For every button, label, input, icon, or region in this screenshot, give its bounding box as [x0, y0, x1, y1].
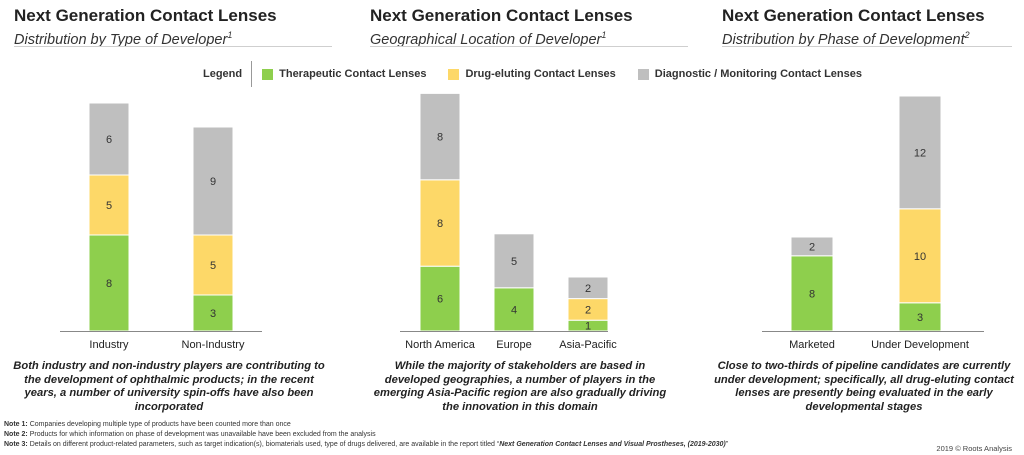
category-label: Europe [496, 339, 531, 351]
bar-segment-diagnostic [493, 233, 535, 289]
data-label: 6 [437, 294, 443, 306]
data-label: 5 [106, 200, 112, 212]
data-label: 1 [585, 321, 591, 333]
footnote-3: Note 3: Details on different product-rel… [4, 440, 728, 450]
bar-segment-diagnostic [567, 276, 609, 300]
panel-1-subtitle-text: Distribution by Type of Developer [14, 31, 228, 48]
copyright: 2019 © Roots Analysis [936, 444, 1012, 453]
panel-3-subtitle: Distribution by Phase of Development2 [722, 26, 985, 49]
legend-label-therapeutic: Therapeutic Contact Lenses [279, 68, 427, 80]
legend-label-diagnostic: Diagnostic / Monitoring Contact Lenses [654, 68, 862, 80]
legend-item-drug-eluting: Drug-eluting Contact Lenses [448, 68, 616, 80]
bar-segment-drug-eluting [192, 234, 234, 296]
footnote-2-text: Products for which information on phase … [29, 431, 376, 438]
bar-segment-therapeutic [898, 302, 942, 332]
data-label: 3 [917, 312, 923, 324]
data-label: 8 [809, 288, 815, 300]
data-label: 5 [210, 260, 216, 272]
panel-3-subtitle-text: Distribution by Phase of Development [722, 31, 965, 48]
footnote-3-tail: ” [725, 441, 729, 448]
bar-segment-therapeutic [493, 287, 535, 332]
legend-item-therapeutic: Therapeutic Contact Lenses [262, 68, 426, 80]
footnote-1-label: Note 1: [4, 421, 28, 428]
legend-divider [251, 61, 253, 87]
bar-segment-diagnostic [192, 126, 234, 236]
bar-segment-diagnostic [419, 92, 461, 181]
panel-2-footnote-ref: 1 [601, 30, 607, 40]
panel-3-caption: Close to two-thirds of pipeline candidat… [714, 360, 1014, 413]
legend-swatch-therapeutic [262, 68, 274, 80]
bar-segment-drug-eluting [419, 179, 461, 267]
footnote-2-label: Note 2: [4, 431, 28, 438]
footnote-3-report-title: Next Generation Contact Lenses and Visua… [499, 441, 726, 448]
panel-2-header: Next Generation Contact Lenses Geographi… [370, 6, 633, 49]
panel-2-subtitle-text: Geographical Location of Developer [370, 31, 602, 48]
category-label: Asia-Pacific [559, 339, 617, 351]
panel-3-header: Next Generation Contact Lenses Distribut… [722, 6, 985, 49]
bar-segment-diagnostic [898, 95, 942, 210]
bar-segment-diagnostic [88, 102, 130, 176]
legend-label-drug-eluting: Drug-eluting Contact Lenses [465, 68, 616, 80]
panel-1-footnote-ref: 1 [227, 30, 233, 40]
data-label: 12 [914, 147, 926, 159]
panel-1-title: Next Generation Contact Lenses [14, 6, 277, 25]
data-label: 2 [585, 304, 591, 316]
category-label: Under Development [871, 339, 969, 351]
category-label: Industry [89, 339, 129, 351]
legend-swatch-drug-eluting [448, 68, 460, 80]
panel-2-title: Next Generation Contact Lenses [370, 6, 633, 25]
bar-segment-diagnostic [790, 236, 834, 257]
panel-2-rule [370, 46, 688, 47]
bar-segment-drug-eluting [88, 174, 130, 236]
legend-item-diagnostic: Diagnostic / Monitoring Contact Lenses [637, 68, 862, 80]
footnote-1: Note 1: Companies developing multiple ty… [4, 420, 728, 430]
data-label: 10 [914, 251, 926, 263]
data-label: 4 [511, 304, 517, 316]
footnote-2: Note 2: Products for which information o… [4, 430, 728, 440]
panel-3-rule [722, 46, 1012, 47]
data-label: 9 [210, 176, 216, 188]
footnote-3-text: Details on different product-related par… [29, 441, 500, 448]
panel-3-footnote-ref: 2 [964, 30, 970, 40]
bar-segment-therapeutic [192, 294, 234, 332]
footnotes: Note 1: Companies developing multiple ty… [4, 420, 728, 450]
panel-1-subtitle: Distribution by Type of Developer1 [14, 26, 277, 49]
panel-1-header: Next Generation Contact Lenses Distribut… [14, 6, 277, 49]
data-label: 8 [437, 132, 443, 144]
footnote-1-text: Companies developing multiple type of pr… [29, 421, 291, 428]
data-label: 2 [809, 241, 815, 253]
panel-1-rule [14, 46, 332, 47]
data-label: 3 [210, 308, 216, 320]
legend-title: Legend [203, 68, 243, 80]
panel-2-caption: While the majority of stakeholders are b… [373, 360, 667, 413]
category-label: North America [405, 339, 476, 351]
category-label: Marketed [789, 339, 835, 351]
data-label: 6 [106, 134, 112, 146]
bar-segment-therapeutic [790, 255, 834, 332]
data-label: 2 [585, 283, 591, 295]
data-label: 5 [511, 256, 517, 268]
legend: Legend Therapeutic Contact Lenses Drug-e… [203, 61, 884, 87]
category-label: Non-Industry [182, 339, 245, 351]
panel-3-title: Next Generation Contact Lenses [722, 6, 985, 25]
data-label: 8 [106, 278, 112, 290]
panel-2-subtitle: Geographical Location of Developer1 [370, 26, 633, 49]
bar-segment-drug-eluting [898, 208, 942, 304]
footnote-3-label: Note 3: [4, 441, 28, 448]
data-label: 8 [437, 218, 443, 230]
legend-swatch-diagnostic [637, 68, 649, 80]
bar-segment-therapeutic [88, 234, 130, 332]
panel-1-caption: Both industry and non-industry players a… [13, 360, 325, 413]
